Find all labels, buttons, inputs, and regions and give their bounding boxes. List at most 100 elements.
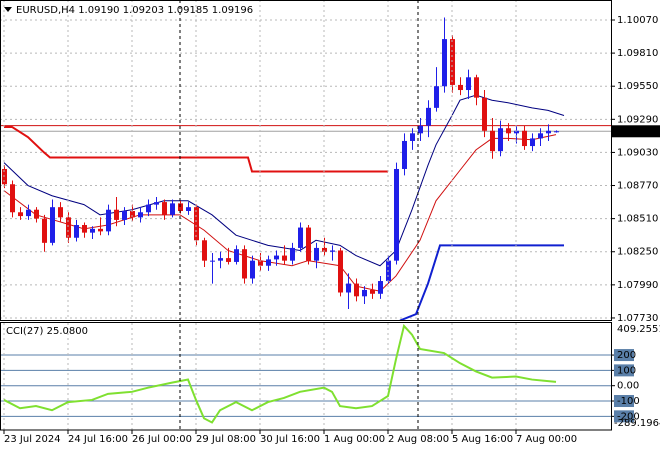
- candle-body: [42, 218, 47, 243]
- candle-body: [338, 250, 343, 293]
- candle-body: [330, 250, 335, 252]
- y-tick-label: 200: [617, 350, 636, 361]
- x-tick-label: 30 Jul 16:00: [260, 434, 320, 445]
- candle-body: [554, 131, 559, 133]
- y-tick-label: 1.07730: [617, 313, 658, 324]
- y-min-label: -289.1964: [614, 418, 660, 429]
- candle-body: [394, 168, 399, 261]
- candle-body: [34, 209, 39, 219]
- candle-body: [242, 249, 247, 279]
- y-tick-label: 1.10070: [617, 15, 658, 26]
- level-label-box: [614, 410, 634, 423]
- x-tick-label: 7 Aug 00:00: [516, 434, 577, 445]
- candle-body: [162, 202, 167, 215]
- candle-body: [450, 39, 455, 85]
- y-tick-label: 1.07990: [617, 280, 658, 291]
- candle-body: [234, 249, 239, 262]
- candle-body: [146, 204, 151, 213]
- indicator-line: [399, 244, 564, 320]
- axes: 1.10070 1.09810 1.09550 1.09290 1.09030 1.087…: [3, 15, 660, 445]
- x-tick-label: 29 Jul 08:00: [196, 434, 256, 445]
- chart-title: EURUSD,H4 1.09190 1.09203 1.09185 1.0919…: [16, 5, 253, 16]
- y-tick-label: 100: [617, 365, 636, 376]
- candle-body: [18, 212, 23, 217]
- candle-body: [98, 228, 103, 232]
- candle-body: [458, 84, 463, 91]
- x-tick-label: 23 Jul 2024: [4, 434, 61, 445]
- candle-body: [194, 207, 199, 241]
- candle-body: [50, 207, 55, 243]
- candle-body: [226, 258, 231, 262]
- candle-body: [122, 210, 127, 220]
- candle-body: [170, 203, 175, 215]
- indicator-line: [3, 94, 565, 267]
- y-tick-label: 1.08250: [617, 247, 658, 258]
- candle-body: [314, 247, 319, 261]
- candle-body: [154, 202, 159, 205]
- candle-body: [322, 247, 327, 252]
- candle-body: [498, 128, 503, 152]
- candle-body: [546, 130, 551, 134]
- current-price-label: 1.09196: [617, 126, 658, 137]
- candle-body: [362, 289, 367, 297]
- candle-body: [178, 203, 183, 211]
- candle-body: [26, 209, 31, 217]
- candle-body: [482, 97, 487, 131]
- y-tick-label: 1.08770: [617, 181, 658, 192]
- candle-body: [114, 209, 119, 220]
- candle-body: [490, 130, 495, 152]
- x-tick-label: 5 Aug 16:00: [452, 434, 513, 445]
- candle-body: [202, 240, 207, 261]
- candle-body: [258, 260, 263, 266]
- candle-body: [378, 281, 383, 294]
- candle-body: [66, 217, 71, 238]
- menu-triangle[interactable]: [4, 7, 12, 12]
- x-tick-label: 24 Jul 16:00: [68, 434, 128, 445]
- y-tick-label: 1.09550: [617, 81, 658, 92]
- candle-body: [522, 130, 527, 147]
- candle-body: [74, 225, 79, 238]
- candle-body: [186, 207, 191, 211]
- indicator-line: [4, 125, 388, 173]
- current-price-box: [612, 125, 660, 138]
- candle-body: [130, 210, 135, 218]
- candle-body: [210, 260, 215, 262]
- y-tick-label: 1.08510: [617, 214, 658, 225]
- candle-body: [82, 225, 87, 233]
- candle-body: [402, 140, 407, 169]
- level-label-box: [614, 349, 634, 362]
- x-tick-label: 1 Aug 00:00: [324, 434, 385, 445]
- price-panel-border: [0, 0, 612, 321]
- cci-panel-border: [0, 322, 612, 431]
- candle-body: [306, 227, 311, 261]
- y-max-label: 409.2551: [617, 324, 660, 335]
- candle-body: [370, 289, 375, 294]
- y-tick-label: -200: [617, 411, 640, 422]
- y-tick-label: 1.09290: [617, 114, 658, 125]
- candle-body: [290, 247, 295, 261]
- candle-body: [106, 209, 111, 232]
- candle-body: [58, 207, 63, 218]
- candle-body: [530, 138, 535, 147]
- candle-body: [418, 125, 423, 134]
- candle-body: [346, 283, 351, 293]
- candle-body: [90, 228, 95, 233]
- level-label-box: [614, 395, 634, 408]
- y-tick-label: 1.09810: [617, 48, 658, 59]
- cci-title: CCI(27) 25.0800: [6, 326, 88, 337]
- y-tick-label: 1.09030: [617, 147, 658, 158]
- cci-line: [3, 323, 557, 424]
- y-tick-label: -100: [617, 396, 640, 407]
- candle-body: [138, 212, 143, 218]
- level-label-box: [614, 364, 634, 377]
- candle-body: [514, 130, 519, 134]
- candle-body: [538, 133, 543, 139]
- candle-body: [466, 77, 471, 91]
- candle-body: [250, 260, 255, 279]
- candle-body: [434, 86, 439, 108]
- candle-body: [354, 283, 359, 297]
- candle-body: [218, 258, 223, 261]
- y-tick-label: 0.00: [617, 381, 639, 392]
- candle-body: [410, 133, 415, 141]
